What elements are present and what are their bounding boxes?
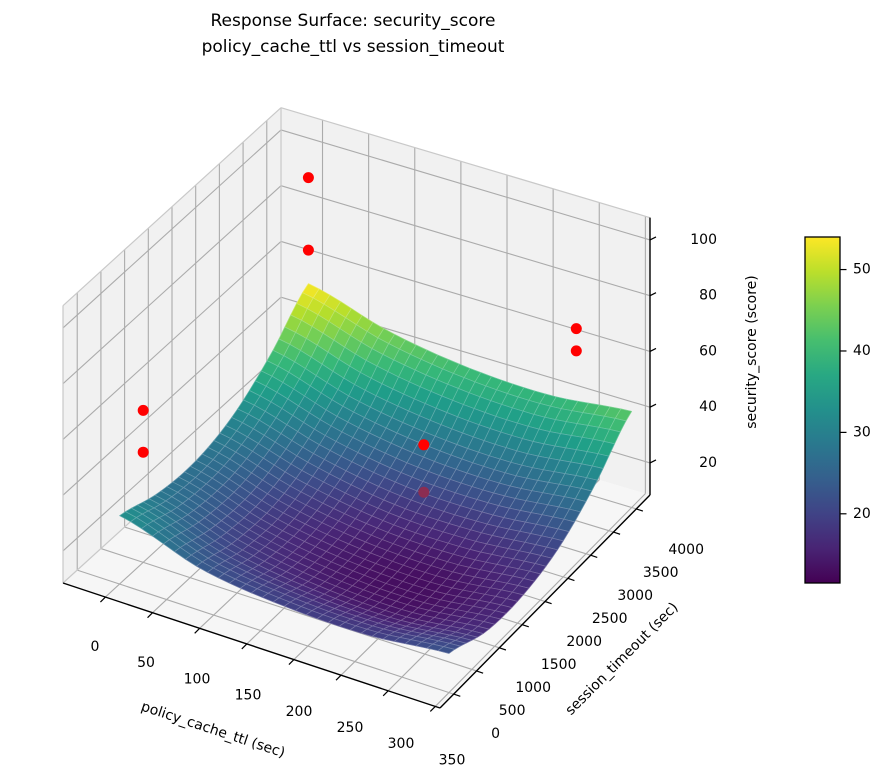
x-tick-mark bbox=[241, 643, 248, 650]
colorbar-tick-label: 20 bbox=[853, 506, 871, 522]
y-tick-label: 3000 bbox=[617, 588, 653, 604]
x-tick-label: 50 bbox=[137, 655, 155, 671]
y-tick-label: 4000 bbox=[668, 542, 704, 558]
z-tick-mark bbox=[649, 236, 657, 241]
y-tick-label: 2500 bbox=[592, 611, 628, 627]
x-tick-mark bbox=[99, 596, 106, 603]
y-tick-mark bbox=[453, 693, 461, 697]
y-tick-label: 500 bbox=[499, 703, 526, 719]
right-wall-grid-z bbox=[280, 185, 651, 297]
scatter-point bbox=[418, 439, 430, 451]
y-tick-label: 3500 bbox=[643, 565, 679, 581]
z-tick-label: 40 bbox=[699, 399, 717, 415]
y-tick-mark bbox=[613, 531, 621, 535]
scatter-point bbox=[570, 345, 582, 357]
scatter-point bbox=[570, 323, 582, 335]
pane-edge bbox=[62, 107, 282, 307]
scatter-points bbox=[137, 172, 582, 498]
surface-mesh bbox=[119, 283, 633, 654]
x-tick-mark bbox=[335, 674, 342, 681]
z-tick-mark bbox=[649, 292, 657, 297]
y-tick-mark bbox=[521, 624, 529, 628]
floor-grid-y bbox=[77, 569, 454, 695]
x-tick-mark bbox=[288, 659, 295, 665]
right-wall-grid-z bbox=[280, 240, 651, 352]
x-tick-label: 150 bbox=[235, 688, 262, 704]
z-tick-label: 80 bbox=[699, 288, 717, 304]
x-tick-mark bbox=[429, 706, 436, 712]
scatter-point bbox=[137, 404, 149, 416]
x-tick-label: 100 bbox=[184, 671, 211, 687]
pane-edge bbox=[280, 107, 651, 219]
x-tick-mark bbox=[194, 627, 201, 634]
y-tick-mark bbox=[544, 600, 552, 605]
scatter-point bbox=[137, 446, 149, 458]
x-tick-label: 0 bbox=[91, 639, 100, 655]
x-tick-label: 300 bbox=[388, 736, 415, 752]
x-tick-label: 250 bbox=[337, 720, 364, 736]
colorbar-bar bbox=[804, 236, 841, 584]
z-tick-mark bbox=[649, 459, 657, 464]
colorbar-tick-label: 40 bbox=[853, 343, 871, 359]
floor-grid-y bbox=[100, 548, 477, 672]
x-tick-label: 200 bbox=[286, 704, 313, 720]
z-tick-mark bbox=[649, 347, 657, 352]
x-tick-mark bbox=[147, 612, 153, 619]
x-tick-label: 350 bbox=[439, 752, 466, 768]
colorbar: 20 30 40 50 bbox=[804, 236, 871, 584]
y-tick-label: 1000 bbox=[515, 680, 551, 696]
z-tick-mark bbox=[649, 403, 657, 408]
z-tick-label: 20 bbox=[699, 455, 717, 471]
y-tick-mark bbox=[636, 508, 644, 512]
left-wall-grid-z bbox=[62, 129, 282, 329]
y-tick-mark bbox=[590, 554, 598, 558]
y-tick-mark bbox=[476, 670, 484, 674]
y-tick-mark bbox=[567, 577, 575, 582]
y-tick-mark bbox=[499, 647, 507, 651]
scatter-point bbox=[302, 172, 314, 184]
title-line-2: policy_cache_ttl vs session_timeout bbox=[201, 37, 505, 57]
scatter-point bbox=[302, 244, 314, 256]
x-tick-mark bbox=[382, 690, 389, 697]
y-tick-label: 1500 bbox=[541, 657, 577, 673]
surface-facet bbox=[437, 646, 456, 654]
chart-title: Response Surface: security_score policy_… bbox=[202, 8, 505, 60]
right-wall-grid-z bbox=[280, 129, 651, 241]
left-wall-grid-z bbox=[62, 241, 282, 440]
x-axis-title: policy_cache_ttl (sec) bbox=[139, 699, 287, 761]
left-wall-grid-z bbox=[62, 185, 282, 385]
y-tick-label: 2000 bbox=[566, 634, 602, 650]
y-tick-label: 0 bbox=[491, 726, 500, 742]
title-line-1: Response Surface: security_score bbox=[210, 11, 496, 31]
scatter-point-occluded bbox=[418, 486, 430, 498]
z-tick-label: 100 bbox=[690, 232, 717, 248]
z-axis-title: security_score (score) bbox=[744, 275, 760, 429]
x-axis-line bbox=[62, 582, 441, 709]
z-tick-label: 60 bbox=[699, 343, 717, 359]
colorbar-tick-label: 50 bbox=[853, 262, 871, 278]
left-wall-grid-z bbox=[62, 352, 282, 552]
colorbar-tick-label: 30 bbox=[853, 424, 871, 440]
left-wall-grid-z bbox=[62, 296, 282, 496]
